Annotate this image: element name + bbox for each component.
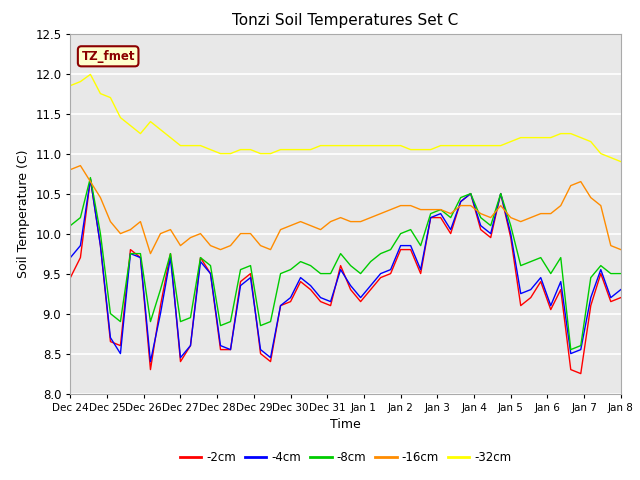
-32cm xyxy=(417,147,424,153)
-4cm xyxy=(507,231,515,237)
-8cm xyxy=(497,191,504,196)
-8cm xyxy=(67,223,74,228)
-2cm xyxy=(86,176,94,182)
-32cm xyxy=(617,159,625,165)
-2cm xyxy=(77,255,84,261)
-16cm xyxy=(507,215,515,220)
-8cm xyxy=(86,175,94,180)
X-axis label: Time: Time xyxy=(330,418,361,431)
-32cm xyxy=(77,79,84,84)
-8cm xyxy=(437,207,445,213)
-8cm xyxy=(567,347,575,352)
-4cm xyxy=(617,287,625,292)
-32cm xyxy=(497,143,504,148)
-4cm xyxy=(447,227,454,232)
-32cm xyxy=(86,72,94,77)
-32cm xyxy=(67,83,74,88)
-8cm xyxy=(617,271,625,276)
-2cm xyxy=(67,275,74,280)
Line: -16cm: -16cm xyxy=(70,166,621,253)
Line: -8cm: -8cm xyxy=(70,178,621,349)
-2cm xyxy=(497,191,504,196)
-2cm xyxy=(437,215,445,220)
Y-axis label: Soil Temperature (C): Soil Temperature (C) xyxy=(17,149,29,278)
-16cm xyxy=(77,163,84,168)
Line: -32cm: -32cm xyxy=(70,74,621,162)
-4cm xyxy=(427,215,435,220)
-4cm xyxy=(77,243,84,249)
-16cm xyxy=(67,167,74,172)
-4cm xyxy=(397,243,404,249)
-16cm xyxy=(287,223,294,228)
Line: -2cm: -2cm xyxy=(70,179,621,373)
-16cm xyxy=(147,251,154,256)
-2cm xyxy=(617,295,625,300)
Line: -4cm: -4cm xyxy=(70,179,621,361)
-16cm xyxy=(86,179,94,184)
Title: Tonzi Soil Temperatures Set C: Tonzi Soil Temperatures Set C xyxy=(232,13,459,28)
-2cm xyxy=(387,271,394,276)
-4cm xyxy=(86,176,94,182)
Legend: -2cm, -4cm, -8cm, -16cm, -32cm: -2cm, -4cm, -8cm, -16cm, -32cm xyxy=(175,446,516,469)
Text: TZ_fmet: TZ_fmet xyxy=(81,50,135,63)
-4cm xyxy=(147,359,154,364)
-16cm xyxy=(397,203,404,208)
-8cm xyxy=(387,247,394,252)
-4cm xyxy=(67,255,74,261)
-16cm xyxy=(617,247,625,252)
-8cm xyxy=(417,243,424,249)
-8cm xyxy=(276,271,284,276)
-2cm xyxy=(417,271,424,276)
-16cm xyxy=(427,207,435,213)
-2cm xyxy=(577,371,584,376)
-32cm xyxy=(276,147,284,153)
-32cm xyxy=(387,143,394,148)
-8cm xyxy=(77,215,84,220)
-2cm xyxy=(276,303,284,309)
-16cm xyxy=(447,211,454,216)
-32cm xyxy=(437,143,445,148)
-4cm xyxy=(287,295,294,300)
